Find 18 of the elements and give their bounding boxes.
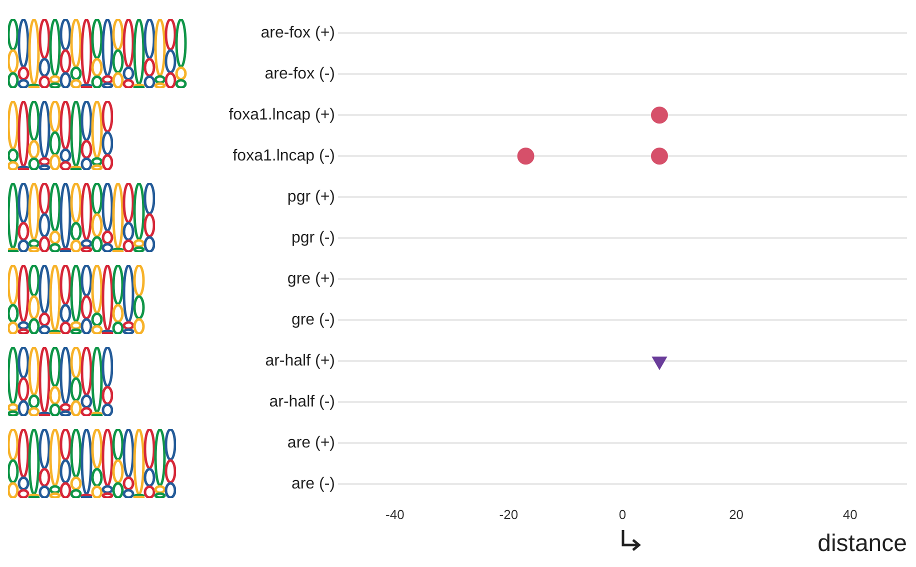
y-tick-label: foxa1.lncap (+) — [228, 106, 335, 124]
y-tick-label: are-fox (-) — [264, 66, 335, 83]
x-tick-label: 40 — [842, 506, 858, 522]
y-tick-label: ar-half (+) — [265, 352, 335, 370]
x-tick-label: -40 — [386, 506, 404, 522]
x-tick-label: -20 — [499, 506, 518, 522]
y-tick-label: pgr (+) — [287, 188, 335, 206]
y-tick-label: are (+) — [287, 434, 335, 452]
x-tick-label: 0 — [618, 506, 626, 522]
y-tick-label: are-fox (+) — [260, 24, 335, 42]
x-axis-title: distance — [818, 530, 907, 558]
y-tick-label: gre (-) — [291, 312, 335, 329]
y-tick-label: gre (+) — [287, 270, 335, 288]
y-tick-label: foxa1.lncap (-) — [232, 148, 335, 165]
y-tick-label: pgr (-) — [291, 230, 335, 247]
y-tick-label: ar-half (-) — [269, 394, 335, 411]
x-tick-label: 20 — [729, 506, 744, 522]
y-tick-label: are (-) — [291, 476, 335, 493]
